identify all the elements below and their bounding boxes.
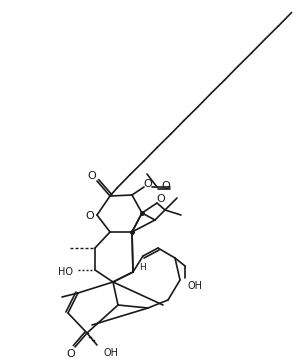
- Text: O: O: [157, 194, 165, 204]
- Text: OH: OH: [188, 281, 203, 291]
- Text: OH: OH: [103, 348, 118, 358]
- Text: H: H: [139, 264, 145, 273]
- Text: O: O: [162, 181, 170, 191]
- Text: O: O: [88, 171, 96, 181]
- Text: O: O: [67, 349, 75, 359]
- Text: O: O: [144, 179, 152, 189]
- Text: HO: HO: [58, 267, 73, 277]
- Text: O: O: [85, 211, 94, 221]
